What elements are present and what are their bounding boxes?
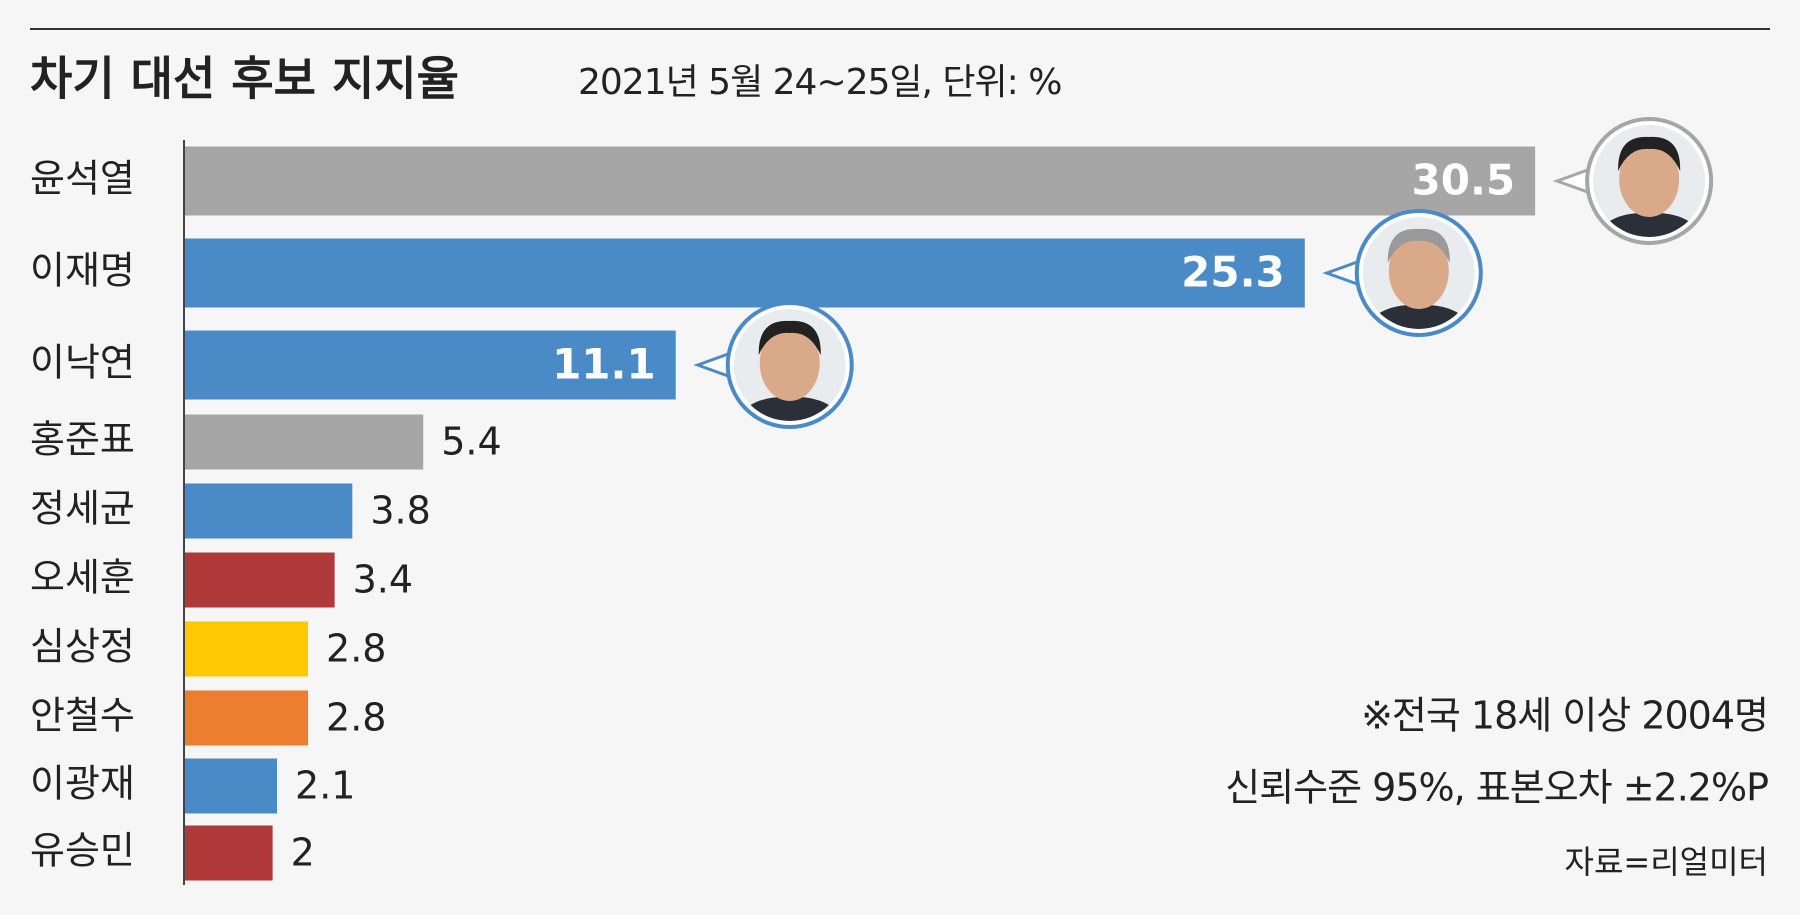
chart-title: 차기 대선 후보 지지율 bbox=[30, 52, 459, 106]
portrait-hair bbox=[1387, 228, 1450, 263]
value-label: 2 bbox=[291, 831, 315, 875]
bar bbox=[185, 146, 1536, 216]
portrait-suit bbox=[1362, 304, 1475, 329]
value-label: 5.4 bbox=[441, 420, 501, 464]
portrait-image bbox=[733, 309, 846, 421]
bar bbox=[185, 483, 353, 539]
category-label: 홍준표 bbox=[30, 418, 135, 462]
category-label: 이재명 bbox=[30, 249, 135, 293]
portrait bbox=[1322, 209, 1483, 337]
value-label: 2.1 bbox=[295, 764, 355, 808]
chart-subtitle: 2021년 5월 24~25일, 단위: % bbox=[578, 62, 1061, 103]
portrait-face bbox=[1619, 141, 1680, 217]
category-label: 유승민 bbox=[30, 829, 135, 873]
category-label: 안철수 bbox=[30, 694, 135, 738]
value-label: 30.5 bbox=[1412, 156, 1516, 205]
bar bbox=[185, 414, 424, 470]
portrait bbox=[693, 301, 854, 429]
category-label: 심상정 bbox=[30, 625, 135, 669]
category-label: 정세균 bbox=[30, 487, 135, 531]
value-label: 11.1 bbox=[552, 340, 656, 389]
value-label: 3.4 bbox=[353, 558, 413, 602]
portrait-face bbox=[1388, 233, 1449, 309]
bar bbox=[185, 758, 278, 814]
value-label: 2.8 bbox=[326, 627, 386, 671]
portrait-image bbox=[1362, 217, 1475, 329]
bar bbox=[185, 825, 273, 881]
value-label: 2.8 bbox=[326, 696, 386, 740]
note: ※전국 18세 이상 2004명 bbox=[1361, 694, 1768, 738]
category-label: 오세훈 bbox=[30, 556, 135, 600]
bar bbox=[185, 552, 335, 608]
portrait-hair bbox=[1618, 136, 1681, 171]
bar bbox=[185, 238, 1305, 308]
note: 신뢰수준 95%, 표본오차 ±2.2%P bbox=[1225, 766, 1768, 810]
category-label: 윤석열 bbox=[30, 157, 135, 201]
source: 자료=리얼미터 bbox=[1565, 843, 1768, 881]
bar bbox=[185, 621, 309, 677]
portrait-hair bbox=[758, 320, 821, 355]
portrait-face bbox=[759, 325, 820, 401]
value-label: 3.8 bbox=[370, 489, 430, 533]
portrait-suit bbox=[733, 396, 846, 421]
portrait-suit bbox=[1593, 212, 1706, 237]
category-label: 이낙연 bbox=[30, 341, 135, 385]
bar bbox=[185, 690, 309, 746]
bar bbox=[185, 330, 676, 400]
value-label: 25.3 bbox=[1181, 248, 1285, 297]
portrait-image bbox=[1593, 125, 1706, 237]
portrait bbox=[1552, 117, 1714, 245]
category-label: 이광재 bbox=[30, 762, 135, 806]
